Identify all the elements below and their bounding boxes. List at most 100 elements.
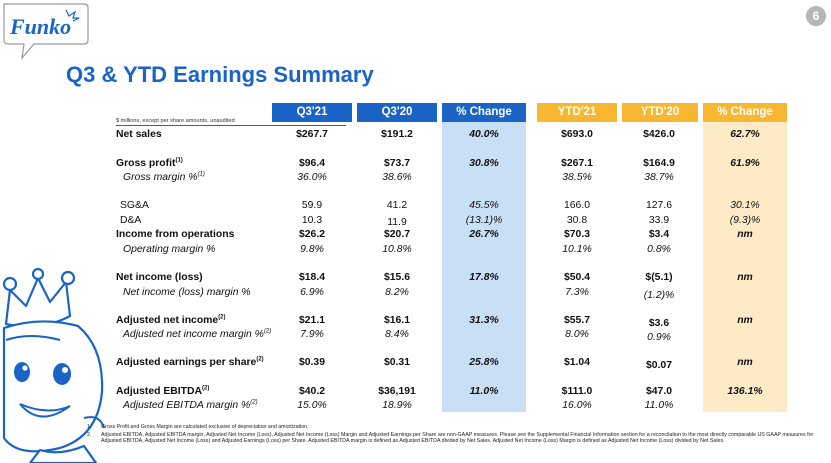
header-ytd-21: YTD'21 [537,103,617,122]
table-cell: 7.3% [565,287,589,298]
row-label-operating-margin: Operating margin % [123,244,216,255]
table-cell: $20.7 [383,229,410,240]
table-cell: 30.8% [469,158,499,169]
table-cell: 41.2 [386,200,408,211]
table-cell: 8.0% [565,329,589,340]
row-label-adjusted-ebitda: Adjusted EBITDA(2) [116,385,210,397]
table-cell: $3.4 [648,229,670,240]
row-label-adjusted-net-income: Adjusted net income(2) [116,314,226,326]
table-cell: $1.04 [563,357,590,368]
table-cell: $426.0 [643,129,675,140]
table-cell: 59.9 [301,200,323,211]
table-cell: 31.3% [469,315,499,326]
row-label-gross-margin: Gross margin %(1) [123,171,205,183]
table-cell: 7.9% [300,329,324,340]
table-cell: $191.2 [381,129,413,140]
table-cell: 10.1% [562,244,592,255]
funko-logo: Funko [3,3,89,60]
table-cell: 30.1% [730,200,760,211]
table-cell: 36.0% [297,172,327,183]
table-cell: $47.0 [645,386,672,397]
row-label-sga: SG&A [120,200,149,211]
row-label-net-sales: Net sales [116,129,162,140]
table-cell: 10.8% [382,244,412,255]
logo-text: Funko [9,14,71,39]
table-cell: nm [737,357,753,368]
table-cell: $15.6 [383,272,410,283]
footnote-1: 1. Gross Profit and Gross Margin are cal… [87,424,309,430]
table-cell: 11.0% [644,400,674,411]
table-cell: $0.39 [298,357,325,368]
table-cell: 166.0 [563,200,590,211]
table-cell: $0.31 [383,357,410,368]
table-cell: 8.2% [385,287,409,298]
table-cell: 127.6 [645,200,672,211]
table-cell: $40.2 [298,386,325,397]
table-cell: nm [737,272,753,283]
table-cell: 11.9 [387,217,407,228]
table-cell: 0.8% [647,244,671,255]
table-cell: 45.5% [469,200,499,211]
header-rule [116,125,346,126]
table-cell: 25.8% [469,357,499,368]
row-label-adjusted-net-income-margin: Adjusted net income margin %(2) [123,328,272,340]
table-cell: 38.6% [382,172,412,183]
table-cell: 6.9% [300,287,324,298]
table-cell: $16.1 [383,315,410,326]
table-cell: $26.2 [298,229,325,240]
table-cell: 0.9% [647,332,671,343]
table-cell: $3.6 [648,318,670,329]
table-cell: 62.7% [730,129,760,140]
table-cell: $111.0 [561,386,593,397]
table-cell: $73.7 [383,158,410,169]
table-cell: $70.3 [563,229,590,240]
page-number-badge: 6 [806,6,826,26]
row-label-adjusted-ebitda-margin: Adjusted EBITDA margin %(2) [123,399,258,411]
header-q3-20: Q3'20 [357,103,437,122]
table-cell: 33.9 [648,215,670,226]
table-cell: (13.1)% [465,215,503,226]
table-cell: (1.2)% [643,290,675,301]
table-cell: 40.0% [469,129,499,140]
table-cell: 61.9% [730,158,760,169]
table-cell: 136.1% [727,386,763,397]
table-cell: 26.7% [469,229,499,240]
table-cell: $693.0 [561,129,593,140]
unit-note: $ millions, except per share amounts, un… [116,118,235,124]
row-label-gross-profit: Gross profit(1) [116,157,183,169]
table-cell: $55.7 [563,315,590,326]
page-title: Q3 & YTD Earnings Summary [66,62,374,87]
footnote-2: 2. Adjusted EBITDA, Adjusted EBITDA marg… [87,432,814,445]
table-cell: $267.1 [561,158,593,169]
header-q3-change: % Change [442,103,526,122]
table-cell: nm [737,315,753,326]
table-cell: $0.07 [645,360,672,371]
table-cell: 15.0% [297,400,327,411]
row-label-income-from-operations: Income from operations [116,229,235,240]
table-cell: $164.9 [643,158,675,169]
ytd-change-column-shade [703,122,787,412]
table-cell: 18.9% [382,400,412,411]
table-cell: (9.3)% [729,215,761,226]
table-cell: 38.7% [644,172,674,183]
table-cell: 16.0% [562,400,592,411]
row-label-net-income: Net income (loss) [116,272,203,283]
row-label-net-income-margin: Net income (loss) margin % [123,287,251,298]
table-cell: $96.4 [298,158,325,169]
table-cell: $36,191 [378,386,416,397]
table-cell: nm [737,229,753,240]
header-q3-21: Q3'21 [272,103,352,122]
table-cell: $267.7 [296,129,328,140]
table-cell: $(5.1) [645,272,673,283]
mascot-illustration [2,268,105,463]
table-cell: 17.8% [469,272,499,283]
table-cell: 30.8 [566,215,588,226]
table-cell: 11.0% [469,386,499,397]
table-cell: 38.5% [562,172,592,183]
table-cell: $18.4 [298,272,325,283]
crown-icon [65,9,80,22]
row-label-adjusted-eps: Adjusted earnings per share(2) [116,356,264,368]
row-label-da: D&A [120,215,142,226]
header-ytd-20: YTD'20 [622,103,698,122]
q3-change-column-shade [442,122,526,412]
